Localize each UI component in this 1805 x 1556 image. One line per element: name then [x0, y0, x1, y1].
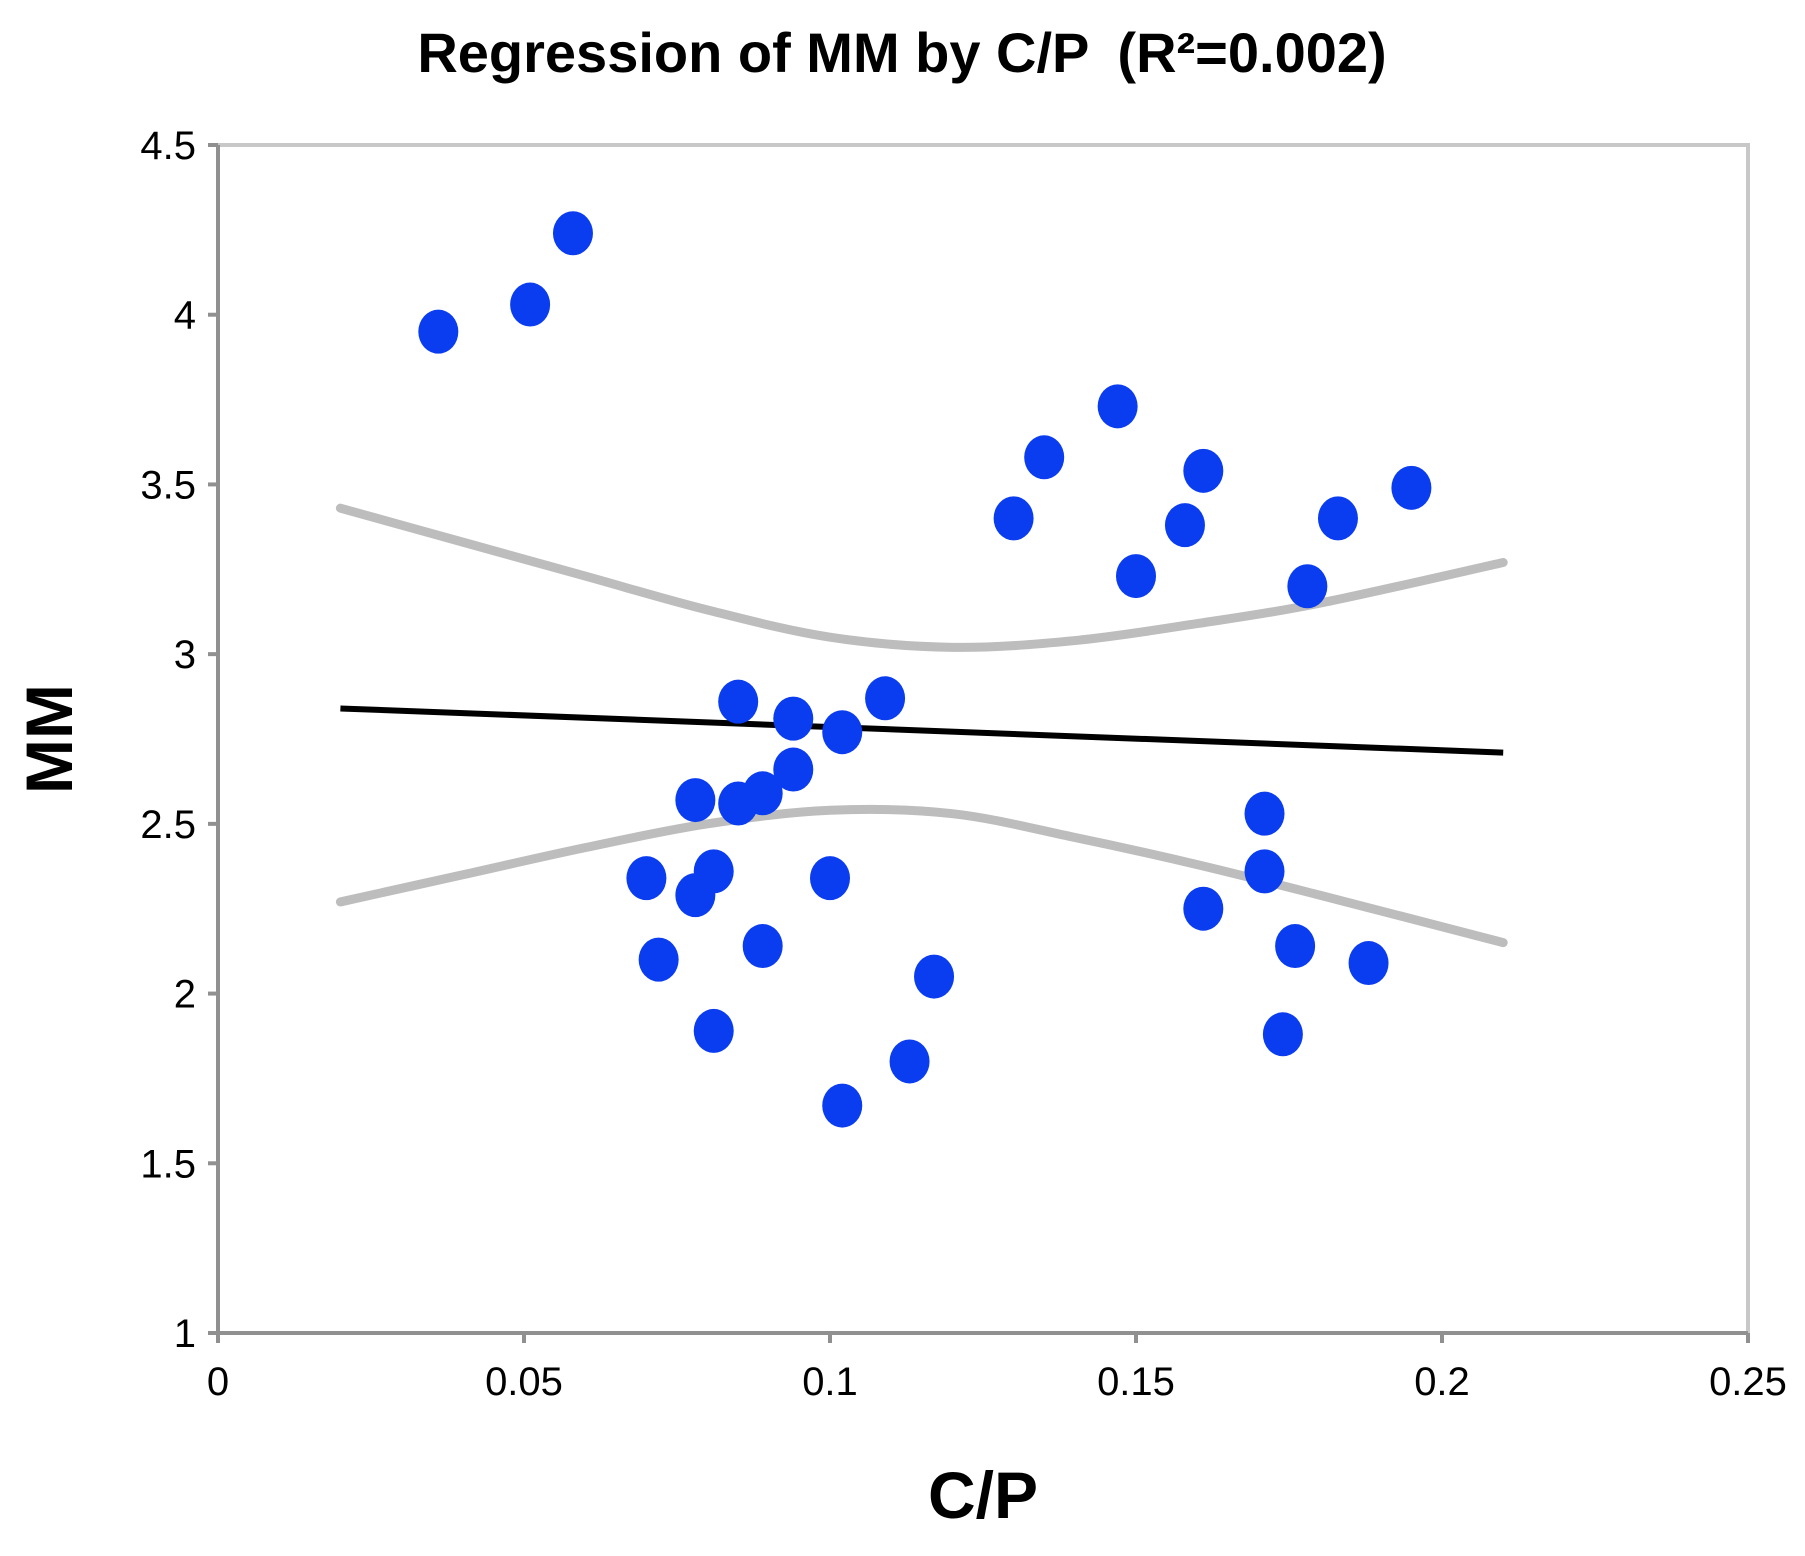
data-point — [773, 696, 814, 741]
chart-title-stat: (R²=0.002) — [1117, 21, 1386, 84]
data-point — [626, 856, 667, 901]
data-point — [1183, 886, 1224, 931]
regression-line — [340, 705, 1504, 756]
x-tick-label: 0.1 — [802, 1360, 858, 1404]
data-point — [810, 856, 850, 901]
data-point — [742, 924, 783, 969]
data-point — [1262, 1012, 1303, 1057]
data-point — [693, 849, 734, 894]
tick-labels: 1 1.5 2 2.5 3 3.5 4 4.5 0 0.05 0.1 0.15 0.2 0.25 — [140, 124, 1787, 1404]
confidence-band-layer — [335, 503, 1508, 948]
y-tick-label: 3.5 — [140, 463, 196, 507]
data-point — [1183, 448, 1224, 493]
data-point — [822, 1083, 863, 1128]
y-tick-label: 2 — [174, 973, 196, 1017]
data-point — [510, 282, 551, 327]
data-point — [1024, 435, 1065, 480]
axes — [208, 143, 1750, 1343]
data-point — [552, 211, 593, 256]
y-axis-label: MM — [12, 684, 86, 794]
data-point — [1244, 849, 1285, 894]
data-point — [1391, 465, 1432, 510]
y-tick-label: 1 — [174, 1312, 196, 1356]
x-axis-label: C/P — [928, 1458, 1038, 1532]
data-point — [1244, 791, 1285, 836]
data-point — [742, 771, 783, 816]
x-tick-label: 0.15 — [1097, 1360, 1175, 1404]
data-point — [822, 710, 863, 755]
regression-line-layer — [340, 705, 1504, 756]
data-point — [914, 954, 955, 999]
data-point — [675, 778, 716, 823]
x-tick-label: 0 — [207, 1360, 229, 1404]
data-point — [1097, 384, 1138, 429]
y-tick-label: 2.5 — [140, 803, 196, 847]
data-point — [1287, 564, 1328, 609]
chart-title-main: Regression of MM by C/P — [417, 21, 1089, 84]
data-point — [773, 747, 814, 792]
data-point — [889, 1039, 930, 1084]
data-point — [1116, 554, 1156, 599]
y-tick-label: 3 — [174, 633, 196, 677]
data-point — [718, 679, 759, 724]
data-point — [1164, 503, 1205, 548]
data-point — [1317, 496, 1358, 541]
x-tick-label: 0.2 — [1414, 1360, 1470, 1404]
data-point — [418, 309, 459, 354]
x-tick-label: 0.05 — [485, 1360, 563, 1404]
data-point — [865, 676, 906, 721]
y-tick-label: 4 — [174, 294, 196, 338]
data-point — [638, 937, 679, 982]
data-point — [693, 1008, 734, 1053]
data-point — [1348, 941, 1389, 986]
x-tick-label: 0.25 — [1709, 1360, 1787, 1404]
chart-title: Regression of MM by C/P (R²=0.002) — [417, 21, 1386, 84]
y-tick-label: 1.5 — [140, 1142, 196, 1186]
data-point — [993, 496, 1034, 541]
y-tick-label: 4.5 — [140, 124, 196, 168]
data-point — [1275, 924, 1316, 969]
confidence-upper-curve — [335, 503, 1508, 652]
data-points — [418, 211, 1432, 1128]
confidence-lower-curve — [335, 804, 1508, 948]
